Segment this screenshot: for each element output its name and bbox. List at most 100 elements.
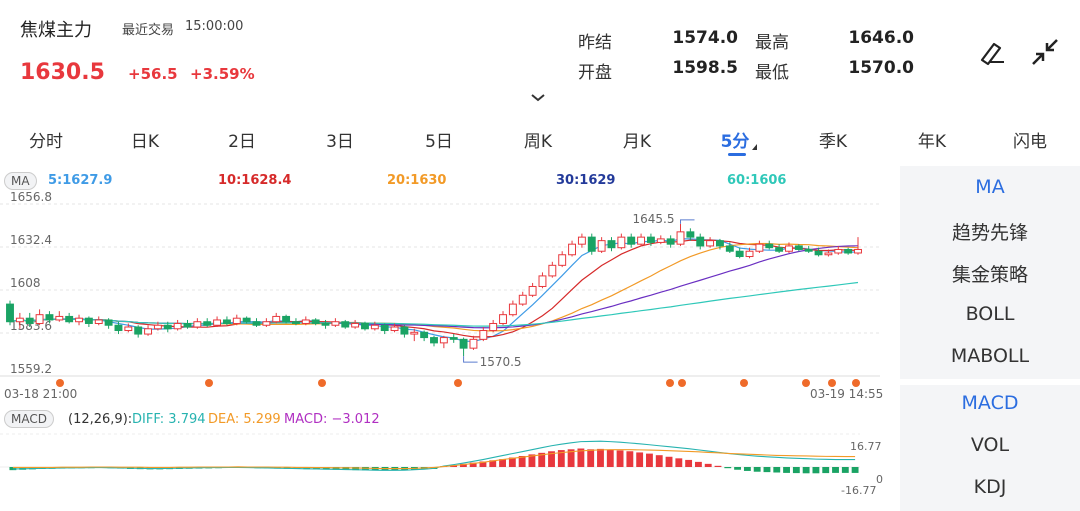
macd-chart[interactable]: 16.77 0-16.77 (0, 430, 900, 508)
tab-flash[interactable]: 闪电 (1013, 132, 1047, 152)
collapse-icon[interactable] (1029, 36, 1061, 68)
candle (834, 248, 843, 254)
side-item-vol[interactable]: VOL (970, 434, 1010, 456)
macd-bar (528, 454, 536, 467)
macd-bar (597, 448, 604, 467)
candle (134, 326, 143, 335)
macd-bar (587, 449, 595, 467)
candle (272, 315, 281, 323)
tab-weekly-k[interactable]: 周K (523, 132, 553, 152)
tab-yearly-k[interactable]: 年K (917, 132, 947, 152)
last-price: 1630.5 (20, 60, 105, 85)
candle (587, 236, 596, 252)
tab-5min[interactable]: 5分 (720, 132, 750, 152)
candle (548, 264, 557, 277)
side-item-macd[interactable]: MACD (961, 392, 1019, 414)
diff-line (12, 440, 856, 471)
tab-5day[interactable]: 5日 (425, 132, 453, 152)
candle (370, 324, 379, 330)
candle (65, 315, 74, 323)
candle (183, 322, 192, 328)
open-label: 开盘 (578, 63, 612, 83)
macd-value: MACD: −3.012 (284, 412, 380, 427)
candlestick-chart[interactable]: 1656.81632.416081583.61559.21645.51570.5… (0, 192, 900, 404)
macd-bar (783, 467, 790, 473)
prev-settle-value: 1574.0 (672, 28, 738, 48)
macd-bar (851, 467, 859, 473)
candle (163, 324, 172, 330)
candle (193, 321, 202, 328)
candle (75, 317, 83, 323)
candle (686, 231, 695, 238)
y-tick-label: 1559.2 (10, 362, 52, 376)
candle (94, 319, 103, 324)
ma60-line (9, 281, 859, 327)
ma-badge[interactable]: MA (4, 172, 37, 190)
candle (439, 337, 448, 344)
macd-bar (655, 455, 663, 467)
high-marker-line (680, 219, 695, 224)
tab-monthly-k[interactable]: 月K (622, 132, 652, 152)
candle (282, 315, 291, 323)
tab-3day[interactable]: 3日 (326, 132, 354, 152)
candle (301, 319, 310, 324)
macd-badge[interactable]: MACD (4, 410, 54, 428)
macd-bar (714, 465, 722, 467)
latest-trade-time: 15:00:00 (185, 19, 244, 34)
side-item-gold-strategy[interactable]: 集金策略 (951, 264, 1028, 286)
candle (213, 319, 222, 326)
macd-bar (577, 448, 585, 467)
macd-tick-bottom: -16.77 (841, 484, 876, 497)
side-item-maboll[interactable]: MABOLL (950, 345, 1030, 367)
macd-bar (724, 467, 732, 469)
ma30-value: 30:1629 (556, 173, 616, 188)
open-value: 1598.5 (672, 58, 738, 78)
candle (725, 245, 734, 252)
low-value: 1570.0 (848, 58, 914, 78)
event-dot (852, 379, 860, 387)
candle (706, 240, 715, 247)
event-dot (205, 379, 213, 387)
tab-dropdown-caret-icon[interactable] (752, 144, 757, 150)
high-value: 1646.0 (848, 28, 914, 48)
candle (814, 250, 823, 256)
side-item-boll[interactable]: BOLL (965, 303, 1015, 325)
candle (568, 243, 576, 256)
candle (55, 315, 64, 321)
macd-bar (636, 452, 644, 467)
macd-bar (812, 467, 820, 474)
candle (459, 338, 468, 349)
draw-pen-icon[interactable] (976, 36, 1008, 68)
x-end-label: 03-19 14:55 (810, 387, 883, 401)
tab-intraday[interactable]: 分时 (29, 132, 63, 152)
side-item-ma[interactable]: MA (975, 176, 1005, 198)
macd-bar (489, 460, 497, 467)
tab-daily-k[interactable]: 日K (130, 132, 160, 152)
macd-tick-top: 16.77 (850, 440, 882, 453)
candle (597, 240, 606, 252)
candle (794, 245, 803, 250)
tab-2day[interactable]: 2日 (228, 132, 256, 152)
candle (262, 321, 271, 326)
tab-quarterly-k[interactable]: 季K (818, 132, 848, 152)
macd-tick-zero: 0 (876, 473, 883, 486)
side-item-trend-pioneer[interactable]: 趋势先锋 (951, 222, 1028, 244)
candle (420, 331, 429, 339)
candle (242, 317, 251, 323)
low-marker-label: 1570.5 (480, 355, 522, 369)
candle (361, 322, 369, 330)
candle (351, 322, 360, 328)
event-dot (678, 379, 686, 387)
side-item-kdj[interactable]: KDJ (973, 476, 1007, 498)
macd-bar (802, 467, 810, 474)
indicator-side-panel: MA 趋势先锋 集金策略 BOLL MABOLL MACD VOL KDJ (900, 166, 1080, 511)
candle (745, 250, 754, 258)
low-marker-line (463, 356, 478, 363)
candle (124, 326, 133, 332)
instrument-title: 焦煤主力 (20, 20, 92, 41)
candle (528, 285, 537, 296)
expand-chevron-icon[interactable] (530, 88, 546, 107)
macd-bar (508, 457, 516, 467)
macd-bar (342, 467, 350, 470)
candle (577, 236, 586, 245)
